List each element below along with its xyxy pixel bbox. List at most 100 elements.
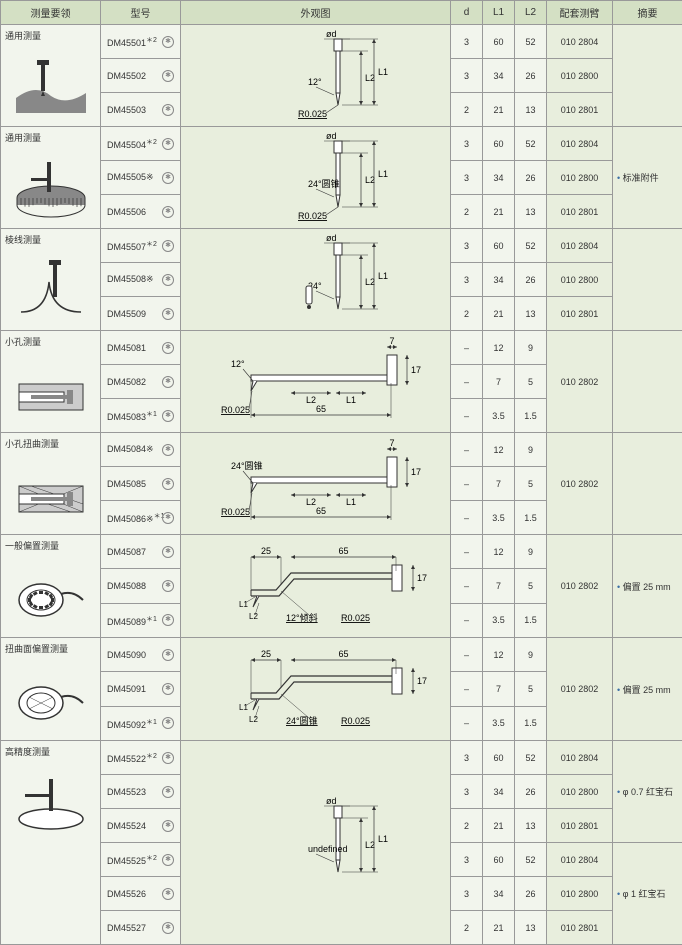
cert-icon: ✱ bbox=[162, 342, 174, 354]
val-l2: 5 bbox=[515, 365, 547, 399]
cert-icon: ✱ bbox=[162, 104, 174, 116]
val-l1: 34 bbox=[483, 263, 515, 297]
val-l1: 7 bbox=[483, 569, 515, 603]
model-code: DM45508※ bbox=[107, 274, 154, 284]
val-l2: 52 bbox=[515, 25, 547, 59]
cert-icon: ✱ bbox=[162, 478, 174, 490]
model-code: DM45090 bbox=[107, 650, 146, 660]
val-l2: 26 bbox=[515, 161, 547, 195]
svg-text:65: 65 bbox=[338, 649, 348, 659]
category-icon bbox=[5, 661, 96, 731]
val-l2: 13 bbox=[515, 809, 547, 843]
svg-text:L1: L1 bbox=[239, 703, 248, 712]
val-d: – bbox=[451, 501, 483, 535]
arm-cell: 010 2800 bbox=[547, 775, 613, 809]
svg-text:R0.025: R0.025 bbox=[221, 507, 250, 517]
model-cell: DM45524✱ bbox=[101, 809, 181, 843]
svg-text:L1: L1 bbox=[378, 271, 388, 281]
svg-text:undefined: undefined bbox=[308, 844, 348, 854]
category-label: 扭曲面偏置测量 bbox=[5, 642, 96, 655]
table-row: 小孔测量DM45081✱ 12° R0.025 65 L2 L1 17 7 –1… bbox=[1, 331, 682, 365]
table-row: 高精度测量DM45522＊2✱ ød undefined L2 L1 36052… bbox=[1, 741, 682, 775]
svg-text:L2: L2 bbox=[305, 395, 315, 405]
val-l1: 60 bbox=[483, 25, 515, 59]
val-d: 3 bbox=[451, 25, 483, 59]
model-code: DM45085 bbox=[107, 479, 146, 489]
val-l2: 13 bbox=[515, 195, 547, 229]
model-cell: DM45081 ✱ bbox=[101, 331, 181, 365]
model-code: DM45084※ bbox=[107, 444, 154, 454]
model-code: DM45081 bbox=[107, 343, 146, 353]
arm-cell: 010 2804 bbox=[547, 229, 613, 263]
table-row: 扭曲面偏置测量DM45090✱ 25 65 17 L1 L2 24°圆锥 R0.… bbox=[1, 638, 682, 672]
svg-text:R0.025: R0.025 bbox=[298, 109, 327, 119]
svg-text:24°圆锥: 24°圆锥 bbox=[231, 460, 263, 471]
cert-icon: ✱ bbox=[162, 240, 174, 252]
val-l2: 9 bbox=[515, 638, 547, 672]
summary-text: φ 1 红宝石 bbox=[617, 889, 666, 899]
val-l1: 3.5 bbox=[483, 706, 515, 740]
svg-text:L2: L2 bbox=[365, 840, 375, 850]
cert-icon: ✱ bbox=[162, 308, 174, 320]
svg-text:7: 7 bbox=[389, 438, 394, 448]
model-code: DM45092 bbox=[107, 720, 146, 730]
model-cell: DM45504＊2✱ bbox=[101, 127, 181, 161]
model-code: DM45086※ bbox=[107, 514, 154, 524]
cert-icon: ✱ bbox=[162, 683, 174, 695]
model-cell: DM45509 ✱ bbox=[101, 297, 181, 331]
model-sup: ＊2 bbox=[146, 139, 157, 146]
arm-cell: 010 2800 bbox=[547, 161, 613, 195]
val-d: 2 bbox=[451, 195, 483, 229]
model-cell: DM45506✱ bbox=[101, 195, 181, 229]
val-l1: 60 bbox=[483, 843, 515, 877]
val-l1: 3.5 bbox=[483, 603, 515, 637]
arm-cell: 010 2802 bbox=[547, 535, 613, 638]
category-cell: 棱线测量 bbox=[1, 229, 101, 331]
cert-icon: ✱ bbox=[162, 376, 174, 388]
val-l1: 12 bbox=[483, 638, 515, 672]
svg-text:L2: L2 bbox=[365, 73, 375, 83]
val-d: 2 bbox=[451, 297, 483, 331]
model-cell: DM45089＊1✱ bbox=[101, 603, 181, 637]
summary-text: 偏置 25 mm bbox=[617, 685, 671, 695]
model-cell: DM45088✱ bbox=[101, 569, 181, 603]
arm-cell: 010 2802 bbox=[547, 433, 613, 535]
model-cell: DM45084※✱ bbox=[101, 433, 181, 467]
arm-cell: 010 2804 bbox=[547, 843, 613, 877]
val-d: – bbox=[451, 603, 483, 637]
model-code: DM45083 bbox=[107, 412, 146, 422]
model-cell: DM45523✱ bbox=[101, 775, 181, 809]
arm-cell: 010 2801 bbox=[547, 195, 613, 229]
svg-text:L2: L2 bbox=[365, 175, 375, 185]
category-icon bbox=[5, 354, 96, 424]
svg-text:L1: L1 bbox=[345, 497, 355, 507]
svg-text:L2: L2 bbox=[249, 612, 258, 621]
cert-icon: ✱ bbox=[162, 410, 174, 422]
arm-cell: 010 2801 bbox=[547, 93, 613, 127]
summary-cell: φ 0.7 红宝石 bbox=[613, 741, 682, 843]
val-l2: 26 bbox=[515, 263, 547, 297]
category-icon bbox=[5, 764, 96, 834]
table-row: 通用测量DM45501＊2✱ ød 12° R0.025 L2 L1 36052… bbox=[1, 25, 682, 59]
svg-text:17: 17 bbox=[417, 573, 427, 583]
val-l1: 21 bbox=[483, 93, 515, 127]
val-l1: 7 bbox=[483, 467, 515, 501]
h-app: 外观图 bbox=[181, 1, 451, 25]
val-l2: 1.5 bbox=[515, 501, 547, 535]
val-l2: 9 bbox=[515, 535, 547, 569]
val-l1: 7 bbox=[483, 365, 515, 399]
model-code: DM45526 bbox=[107, 889, 146, 899]
cert-icon: ✱ bbox=[162, 614, 174, 626]
val-d: 3 bbox=[451, 127, 483, 161]
val-d: – bbox=[451, 535, 483, 569]
category-label: 棱线测量 bbox=[5, 233, 96, 246]
cert-icon: ✱ bbox=[162, 786, 174, 798]
arm-cell: 010 2804 bbox=[547, 127, 613, 161]
val-l2: 1.5 bbox=[515, 399, 547, 433]
model-code: DM45509 bbox=[107, 309, 146, 319]
model-code: DM45522 bbox=[107, 754, 146, 764]
val-l2: 52 bbox=[515, 229, 547, 263]
summary-cell bbox=[613, 25, 682, 127]
val-d: – bbox=[451, 569, 483, 603]
appearance-cell: ød 24°圆锥 R0.025 L2 L1 bbox=[181, 127, 451, 229]
